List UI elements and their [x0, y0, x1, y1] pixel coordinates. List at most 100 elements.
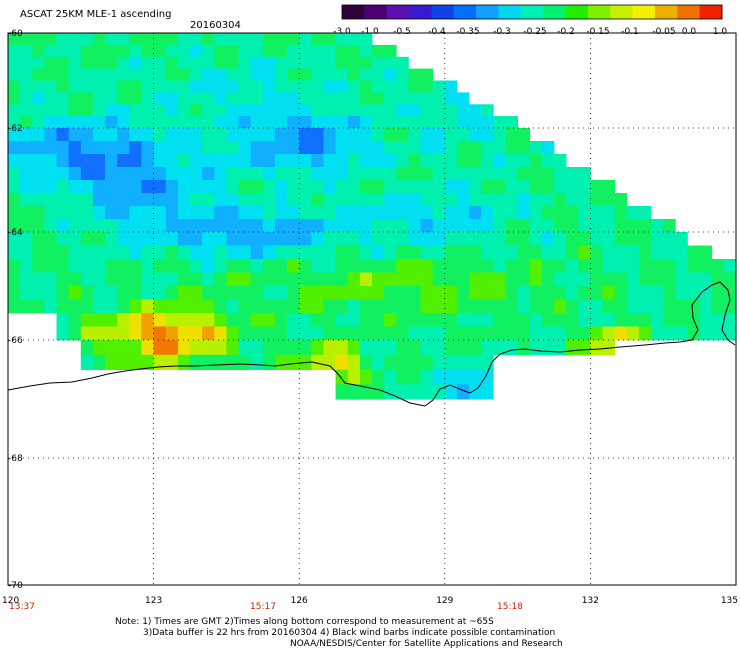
swath-cell [68, 326, 82, 341]
swath-cell [663, 326, 676, 341]
swath-cell [517, 299, 531, 314]
swath-cell [505, 167, 518, 181]
swath-cell [250, 56, 264, 70]
swath-cell [274, 68, 288, 81]
swath-cell [250, 206, 264, 220]
swath-cell [469, 369, 482, 385]
swath-cell [8, 128, 21, 142]
swath-cell [384, 92, 397, 105]
swath-cell [444, 232, 458, 246]
swath-cell [602, 313, 615, 327]
swath-cell [177, 44, 191, 58]
swath-cell [8, 80, 21, 93]
swath-cell [456, 354, 470, 370]
swath-cell [372, 286, 385, 300]
swath-cell [384, 272, 397, 287]
colorbar-tick-label: -0.2 [557, 27, 575, 37]
swath-cell [481, 167, 494, 181]
swath-cell [505, 128, 518, 142]
swath-cell [408, 299, 421, 314]
swath-cell [335, 80, 349, 93]
swath-cell [541, 313, 555, 327]
swath-cell [384, 167, 397, 181]
swath-cell [80, 141, 94, 155]
swath-cell [68, 206, 82, 220]
swath-cell [32, 232, 45, 246]
swath-cell [56, 259, 69, 273]
swath-cell [44, 141, 57, 155]
swath-cell [129, 193, 142, 207]
swath-cell [335, 232, 349, 246]
colorbar-swatch [364, 5, 388, 19]
swath-cell [372, 272, 385, 287]
swath-cell [408, 326, 421, 341]
swath-cell [44, 259, 57, 273]
swath-cell [129, 340, 142, 356]
swath-cell [517, 272, 531, 287]
swath-cell [347, 193, 361, 207]
swath-cell [226, 259, 239, 273]
swath-cell [578, 245, 591, 260]
swath-cell [56, 33, 69, 46]
swath-cell [444, 154, 458, 168]
swath-cell [262, 232, 276, 246]
swath-cell [408, 340, 421, 356]
swath-cell [505, 245, 518, 260]
swath-cell [129, 180, 142, 194]
swath-cell [420, 245, 433, 260]
swath-cell [626, 272, 640, 287]
swath-cell [347, 154, 361, 168]
swath-cell [129, 299, 142, 314]
swath-cell [274, 141, 288, 155]
swath-cell [566, 299, 579, 314]
swath-cell [177, 313, 191, 327]
swath-cell [80, 68, 94, 81]
swath-cell [517, 180, 531, 194]
swath-cell [541, 259, 555, 273]
swath-cell [117, 80, 130, 93]
swath-cell [541, 299, 555, 314]
swath-cell [347, 326, 361, 341]
swath-cell [129, 33, 142, 46]
swath-cell [456, 219, 470, 233]
swath-cell [347, 180, 361, 194]
swath-cell [68, 116, 82, 129]
swath-cell [444, 369, 458, 385]
swath-cell [723, 326, 737, 341]
swath-cell [141, 167, 154, 181]
swath-cell [311, 33, 324, 46]
swath-cell [590, 299, 603, 314]
swath-cell [56, 56, 69, 70]
swath-cell [165, 154, 179, 168]
swath-cell [68, 232, 82, 246]
swath-cell [469, 354, 482, 370]
swath-cell [238, 193, 251, 207]
swath-cell [117, 68, 130, 81]
swath-cell [56, 92, 69, 105]
swath-cell [44, 56, 57, 70]
swath-cell [299, 232, 312, 246]
colorbar-border [341, 4, 723, 20]
swath-cell [602, 299, 615, 314]
swath-cell [396, 116, 409, 129]
swath-cell [408, 219, 421, 233]
swath-cell [384, 141, 397, 155]
swath-cell [274, 56, 288, 70]
swath-cell [20, 116, 33, 129]
swath-cell [214, 104, 227, 117]
swath-cell [469, 286, 482, 300]
swath-cell [359, 272, 373, 287]
swath-cell [408, 128, 421, 142]
swath-cell [92, 92, 106, 105]
swath-cell [117, 299, 130, 314]
swath-cell [214, 56, 227, 70]
swath-cell [250, 80, 264, 93]
swath-cell [92, 116, 106, 129]
swath-cell [8, 180, 21, 194]
swath-cell [165, 80, 179, 93]
swath-cell [226, 313, 239, 327]
swath-cell [420, 259, 433, 273]
swath-cell [226, 232, 239, 246]
swath-cell [68, 154, 82, 168]
swath-cell [299, 272, 312, 287]
